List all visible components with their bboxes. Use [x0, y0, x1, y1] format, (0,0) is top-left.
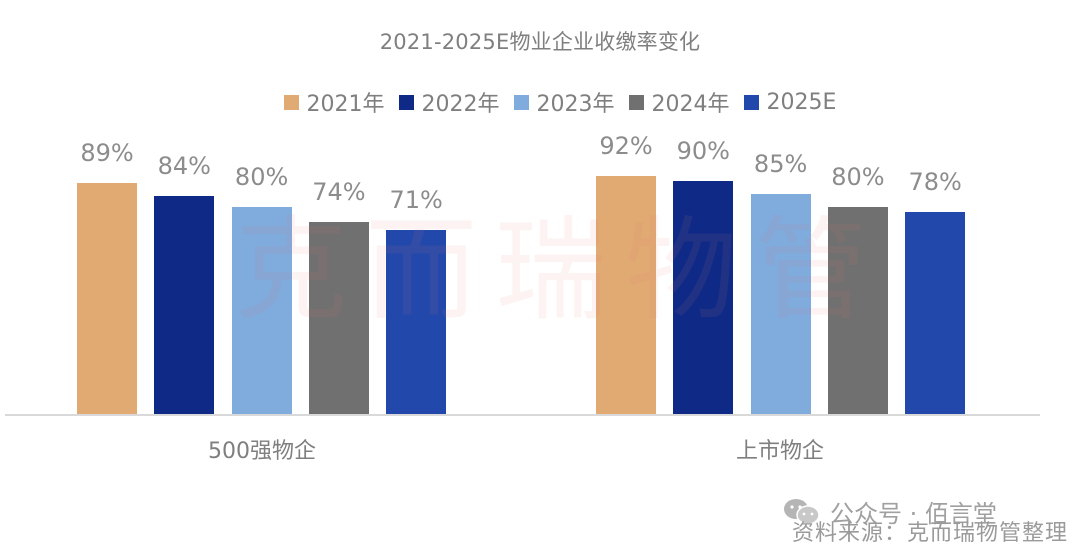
bar-value-label: 84%: [157, 152, 211, 181]
legend-label: 2025E: [766, 89, 837, 115]
bar: [308, 222, 369, 414]
bar-value-label: 92%: [599, 131, 653, 160]
bar: [231, 206, 292, 414]
legend-swatch: [283, 94, 299, 110]
wechat-text: 公众号 · 佰言堂: [830, 500, 997, 528]
bar: [77, 183, 137, 414]
legend-item-2021: 2021年: [283, 86, 385, 118]
bar-value-label: 89%: [80, 139, 134, 168]
legend-swatch: [628, 94, 644, 110]
x-axis-line: [5, 414, 1040, 416]
bar: [827, 206, 888, 414]
bar-value-label: 90%: [676, 136, 730, 165]
legend-swatch: [743, 94, 759, 110]
category-label-listed: 上市物企: [735, 439, 824, 464]
bar: [386, 230, 447, 414]
bar-value-label: 74%: [312, 178, 366, 207]
bar: [596, 175, 656, 414]
wechat-credit: 公众号 · 佰言堂: [782, 494, 997, 529]
legend-item-2022: 2022年: [398, 86, 500, 118]
legend-item-2025e: 2025E: [743, 89, 837, 115]
bar: [154, 196, 215, 414]
legend-swatch: [398, 94, 414, 110]
bar: [750, 193, 811, 414]
wechat-icon: [782, 497, 822, 527]
bar-value-label: 78%: [908, 167, 962, 196]
legend-label: 2021年: [306, 92, 385, 117]
bar: [905, 211, 966, 414]
legend-swatch: [513, 94, 529, 110]
legend-label: 2024年: [651, 92, 730, 117]
bar-value-label: 80%: [831, 162, 885, 191]
legend-item-2023: 2023年: [513, 86, 615, 118]
legend-label: 2022年: [421, 92, 500, 117]
bar-value-label: 85%: [753, 149, 808, 178]
bar-value-label: 71%: [389, 186, 443, 215]
source-note: 资料来源：克而瑞物管整理: [791, 521, 1068, 546]
legend-item-2024: 2024年: [628, 86, 730, 118]
bar-value-label: 80%: [234, 162, 289, 191]
bar: [673, 180, 734, 414]
legend-label: 2023年: [536, 92, 615, 117]
legend: 2021年 2022年 2023年 2024年 2025E: [0, 86, 1080, 118]
category-label-500: 500强物企: [208, 439, 316, 464]
chart-title: 2021-2025E物业企业收缴率变化: [379, 30, 701, 54]
